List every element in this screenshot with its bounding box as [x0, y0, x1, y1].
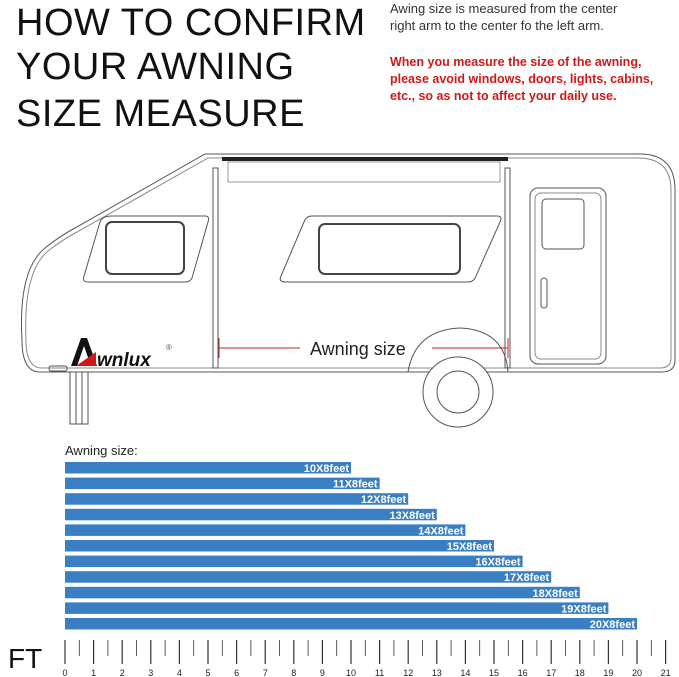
tick-label: 1 [91, 668, 96, 677]
tick-label: 10 [346, 668, 356, 677]
trailer-body [21, 153, 676, 373]
tick-label: 4 [177, 668, 182, 677]
tick-label: 3 [148, 668, 153, 677]
bar-11X8feet [65, 477, 380, 490]
tick-label: 15 [489, 668, 499, 677]
tick-label: 21 [661, 668, 671, 677]
trailer-leg [69, 371, 89, 425]
tick-label: 16 [518, 668, 528, 677]
tick-label: 11 [375, 668, 384, 677]
bar-14X8feet [65, 524, 466, 536]
door-handle [540, 277, 548, 309]
bar-label: 20X8feet [590, 619, 636, 631]
bar-label: 17X8feet [504, 572, 550, 584]
tick-label: 6 [234, 668, 239, 677]
tick-label: 8 [291, 668, 296, 677]
tick-label: 14 [460, 668, 470, 677]
bar-label: 16X8feet [475, 557, 521, 569]
title-line-2: YOUR AWNING [16, 46, 295, 88]
awning-bar [222, 157, 508, 161]
bar-label: 12X8feet [361, 494, 407, 506]
chart-title: Awning size: [65, 443, 138, 458]
bar-17X8feet [65, 571, 552, 583]
note-line-1: Awing size is measured from the center [390, 1, 618, 16]
bar-label: 18X8feet [533, 588, 579, 600]
awning-measure [218, 338, 509, 358]
tick-label: 12 [403, 668, 413, 677]
tick-label: 20 [632, 668, 642, 677]
bar-label: 11X8feet [333, 479, 378, 491]
bar-12X8feet [65, 493, 409, 505]
title-line-3: SIZE MEASURE [16, 93, 305, 135]
awnlux-logo: wnlux ® [71, 338, 172, 371]
warning-text: When you measure the size of the awning,… [390, 55, 654, 103]
bar-15X8feet [65, 540, 494, 552]
left-arm [212, 167, 219, 369]
ruler-axis: 0 1 2 3 4 5 6 7 8 9 10 11 12 13 14 15 16 17 18 19 20 21 [62, 640, 671, 677]
bar-label: 15X8feet [447, 541, 493, 553]
bar-20X8feet [65, 618, 637, 630]
bar-18X8feet [65, 586, 580, 599]
tick-label: 7 [263, 668, 268, 677]
svg-text:®: ® [166, 343, 172, 352]
tick-label: 2 [120, 668, 125, 677]
tick-label: 18 [575, 668, 585, 677]
bar-16X8feet [65, 555, 523, 568]
tick-label: 5 [205, 668, 210, 677]
tick-label: 9 [320, 668, 325, 677]
bar-label: 19X8feet [561, 603, 607, 615]
unit-label: FT [8, 643, 42, 674]
tick-label: 0 [62, 668, 67, 677]
tick-label: 19 [603, 668, 613, 677]
door [529, 187, 607, 365]
title-line-1: HOW TO CONFIRM [16, 2, 366, 44]
tick-label: 13 [432, 668, 442, 677]
bar-10X8feet [65, 462, 351, 474]
bar-label: 13X8feet [390, 510, 436, 522]
tick-label: 17 [546, 668, 556, 677]
wheel [422, 356, 494, 428]
bar-series: 10X8feet 11X8feet 12X8feet 13X8feet 14X8feet… [65, 462, 637, 631]
svg-text:wnlux: wnlux [97, 350, 152, 371]
bar-label: 10X8feet [304, 463, 350, 475]
bar-label: 14X8feet [418, 525, 464, 537]
bar-13X8feet [65, 508, 437, 521]
bar-19X8feet [65, 602, 609, 614]
note-line-2: right arm to the center fo the left arm. [390, 18, 604, 33]
awning-size-label: Awning size [310, 339, 406, 359]
